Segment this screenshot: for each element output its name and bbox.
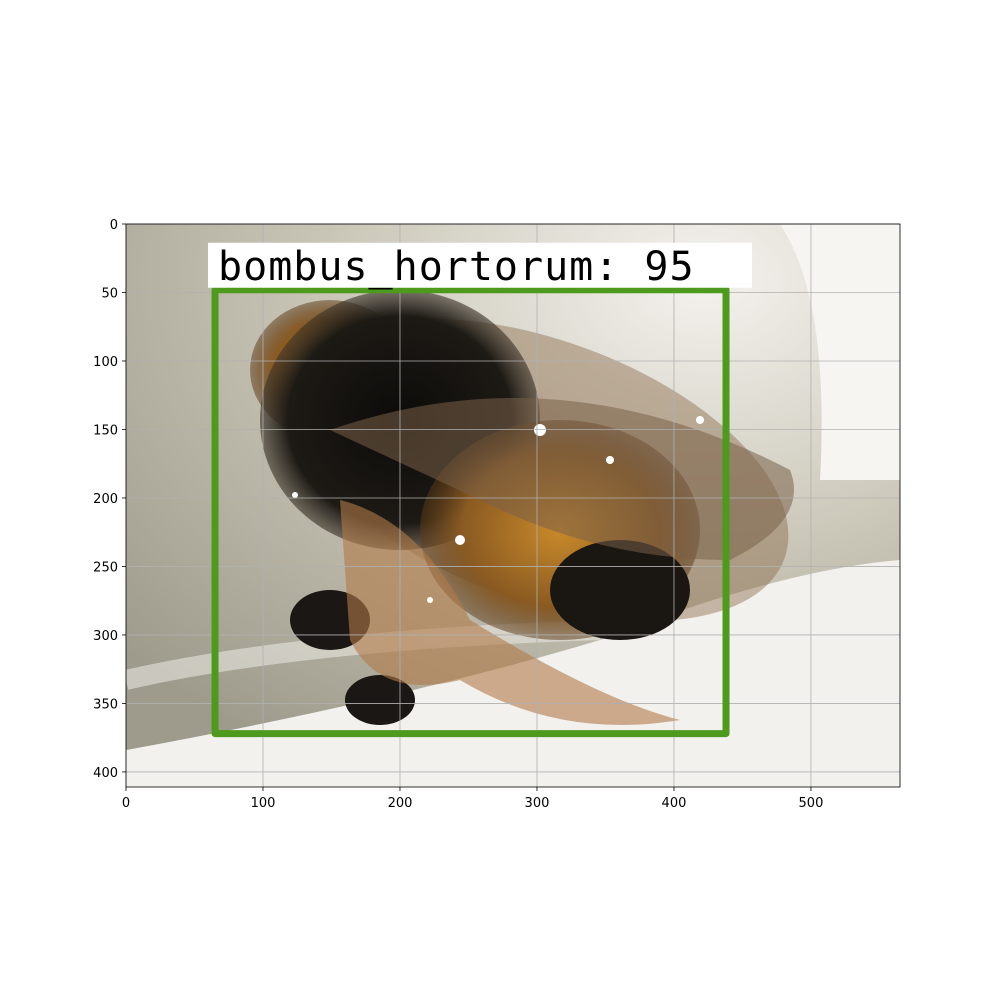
y-tick-label: 250 (93, 560, 118, 575)
photo (126, 224, 900, 787)
detection-label: bombus_hortorum: 95 (218, 244, 695, 290)
bounding-box (211, 286, 730, 738)
ticks: 0 100 200 300 400 500 0 50 100 150 200 250 300 350 400 (93, 218, 823, 811)
y-tick-label: 350 (93, 697, 118, 712)
x-tick-label: 500 (799, 796, 824, 811)
y-tick-label: 0 (110, 218, 118, 233)
y-tick-label: 50 (101, 286, 118, 301)
detection: bombus_hortorum: 95 (208, 242, 753, 738)
axes-frame (125, 223, 901, 788)
y-tick-label: 200 (93, 492, 118, 507)
y-tick-label: 400 (93, 766, 118, 781)
y-tick-label: 300 (93, 629, 118, 644)
x-tick-label: 100 (251, 796, 276, 811)
y-tick-label: 150 (93, 423, 118, 438)
x-tick-label: 400 (662, 796, 687, 811)
x-tick-label: 300 (525, 796, 550, 811)
y-tick-label: 100 (93, 355, 118, 370)
label-background (208, 242, 753, 288)
x-tick-label: 200 (388, 796, 413, 811)
x-tick-label: 0 (122, 796, 130, 811)
